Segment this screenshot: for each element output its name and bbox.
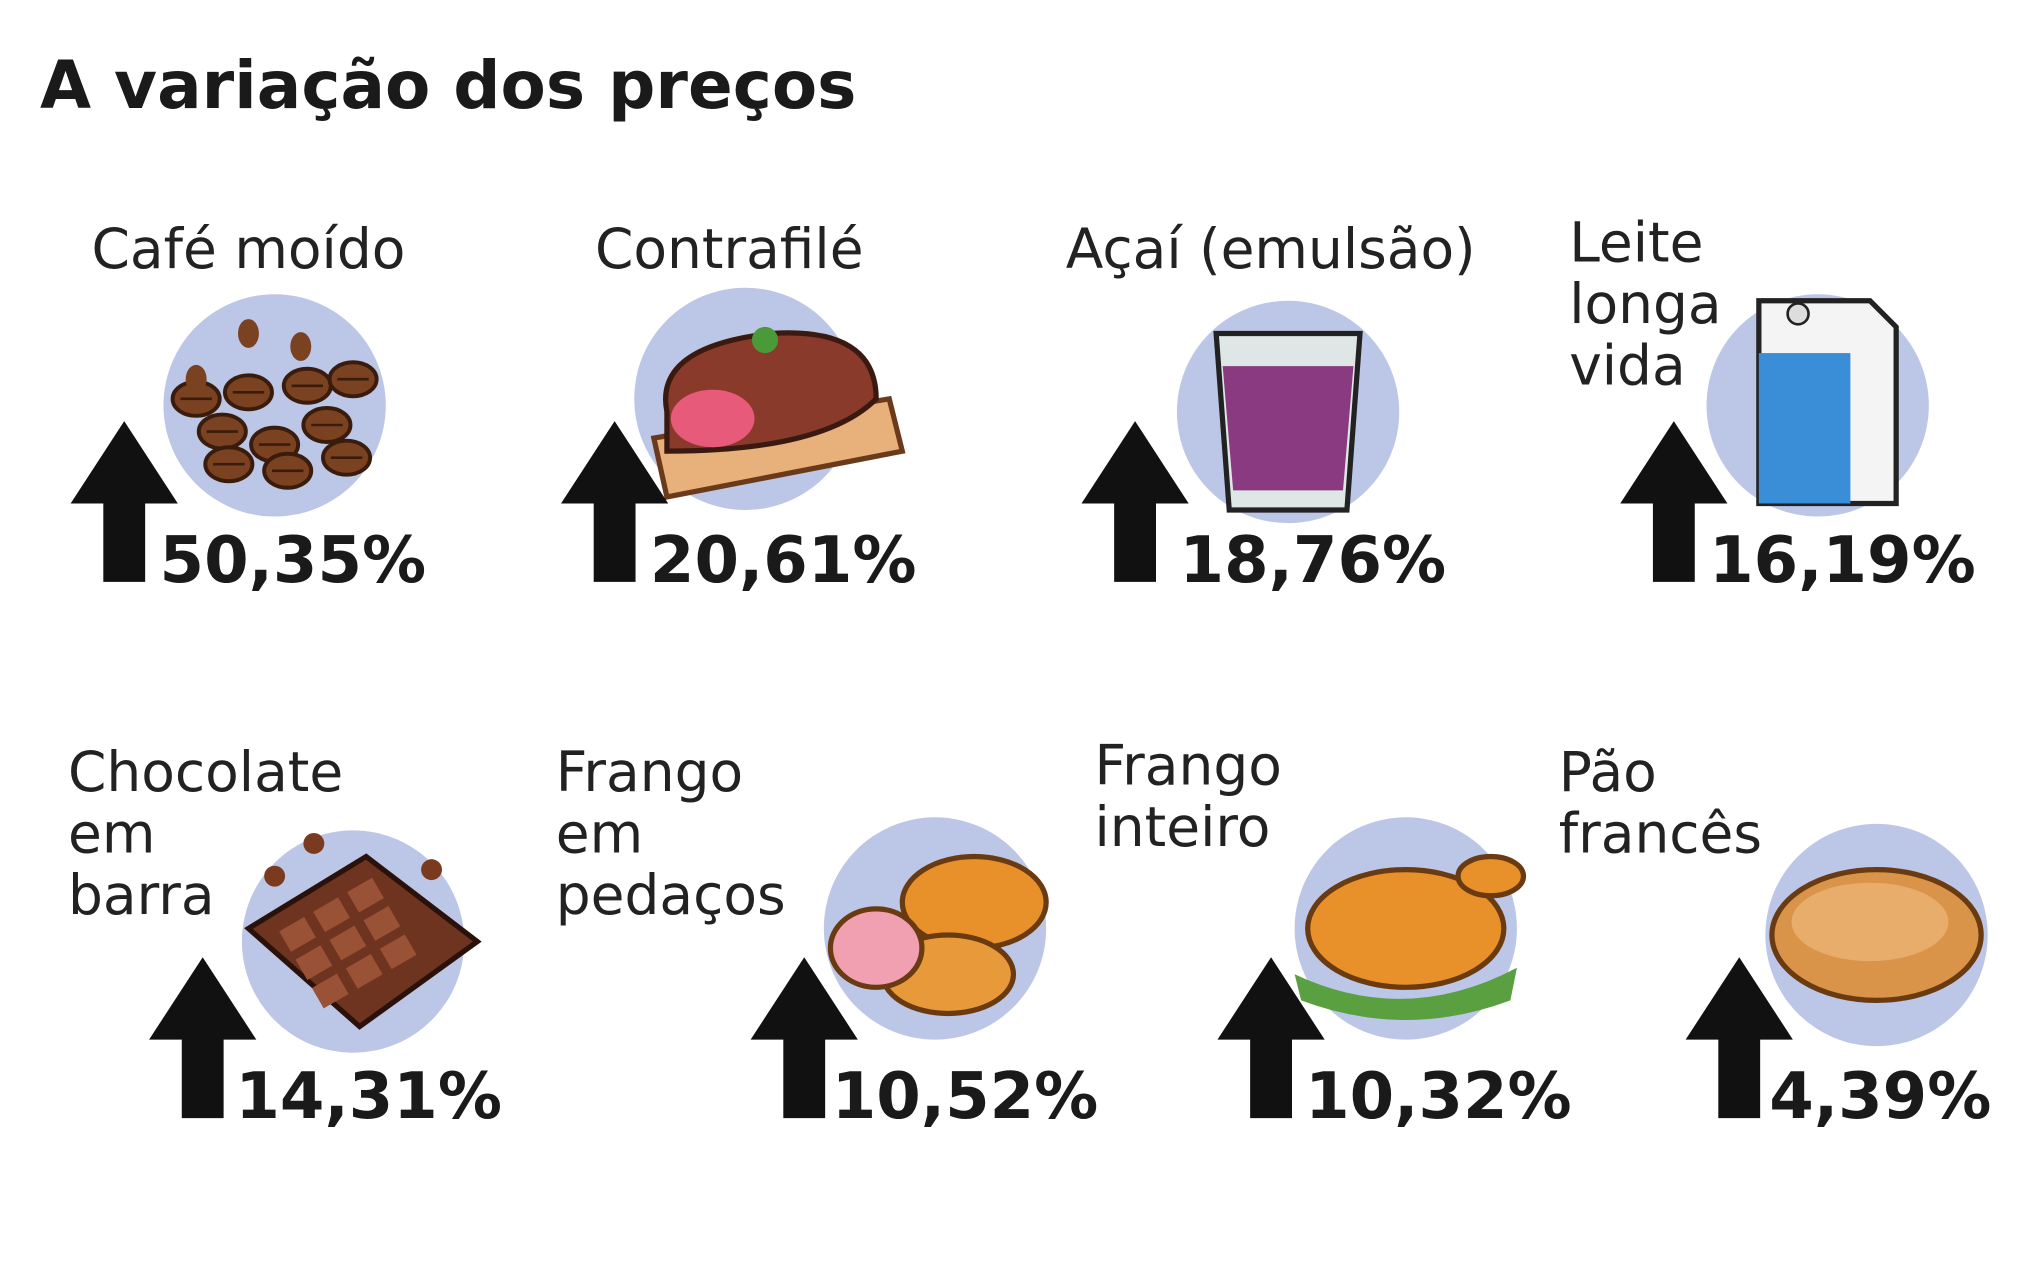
chicken-leg <box>899 853 1049 951</box>
food-item: Contrafilé 20,61% <box>561 217 916 598</box>
drumstick <box>1455 853 1527 899</box>
food-item: Café moído 50,35% <box>70 217 427 598</box>
price-change: 4,39% <box>1769 1060 1991 1134</box>
item-label: Contrafilé <box>595 217 864 281</box>
food-icon <box>1756 298 1899 507</box>
chocolate-square <box>345 953 383 989</box>
chocolate-square <box>279 916 316 952</box>
chocolate-square <box>295 945 333 981</box>
up-arrow <box>1081 421 1189 582</box>
carton-blue <box>1758 353 1851 504</box>
up-arrow <box>1217 957 1325 1119</box>
item-label: longa <box>1569 272 1721 336</box>
steak-cut <box>670 389 755 448</box>
chocolate-square <box>347 877 384 913</box>
price-change: 16,19% <box>1709 524 1976 598</box>
item-label: Açaí (emulsão) <box>1066 217 1476 281</box>
item-label: Pão <box>1559 740 1657 804</box>
coffee-bean <box>185 364 207 394</box>
acai <box>1222 366 1354 491</box>
price-change: 50,35% <box>160 524 427 598</box>
item-label: Frango <box>556 740 743 804</box>
chocolate-square <box>363 906 401 941</box>
chocolate-square <box>311 973 349 1009</box>
item-label: inteiro <box>1095 795 1271 859</box>
up-arrow <box>561 421 669 582</box>
price-change: 18,76% <box>1180 524 1447 598</box>
food-icon <box>1294 853 1527 1020</box>
item-label: vida <box>1569 333 1685 397</box>
crumb <box>264 865 286 887</box>
item-label: em <box>68 802 155 866</box>
food-icon <box>1769 867 1984 1003</box>
chocolate-square <box>329 925 367 961</box>
coffee-bean <box>238 319 259 348</box>
bread-top <box>1791 882 1949 962</box>
up-arrow <box>70 421 178 582</box>
price-change: 10,52% <box>832 1060 1099 1134</box>
lettuce <box>1294 967 1517 1020</box>
crumb <box>303 833 325 854</box>
food-icon <box>650 326 906 500</box>
item-label: francês <box>1559 802 1762 866</box>
item-label: Café moído <box>92 217 406 281</box>
food-icon <box>244 833 482 1030</box>
item-label: Leite <box>1569 211 1703 275</box>
chocolate-square <box>313 897 350 933</box>
item-label: Chocolate <box>68 740 343 804</box>
up-arrow <box>1685 957 1793 1119</box>
food-item: Açaí (emulsão) 18,76% <box>1066 217 1476 598</box>
up-arrow <box>1620 421 1728 582</box>
food-icon <box>1213 330 1363 513</box>
price-change: 14,31% <box>235 1060 502 1134</box>
item-label: pedaços <box>556 863 786 927</box>
price-change: 20,61% <box>650 524 917 598</box>
food-icon <box>170 319 379 490</box>
food-icon <box>827 853 1049 1017</box>
cap <box>1786 302 1810 326</box>
whole-chicken <box>1305 867 1507 990</box>
item-label: em <box>556 802 643 866</box>
crumb <box>421 859 442 881</box>
ham <box>827 906 925 990</box>
up-arrow <box>750 957 858 1119</box>
chocolate-square <box>379 934 417 970</box>
title: A variação dos preços <box>40 47 856 124</box>
coffee-bean <box>290 332 312 361</box>
parsley <box>751 326 779 354</box>
price-change: 10,32% <box>1305 1060 1572 1134</box>
up-arrow <box>149 957 257 1119</box>
item-label: barra <box>68 863 215 927</box>
item-label: Frango <box>1095 734 1282 798</box>
